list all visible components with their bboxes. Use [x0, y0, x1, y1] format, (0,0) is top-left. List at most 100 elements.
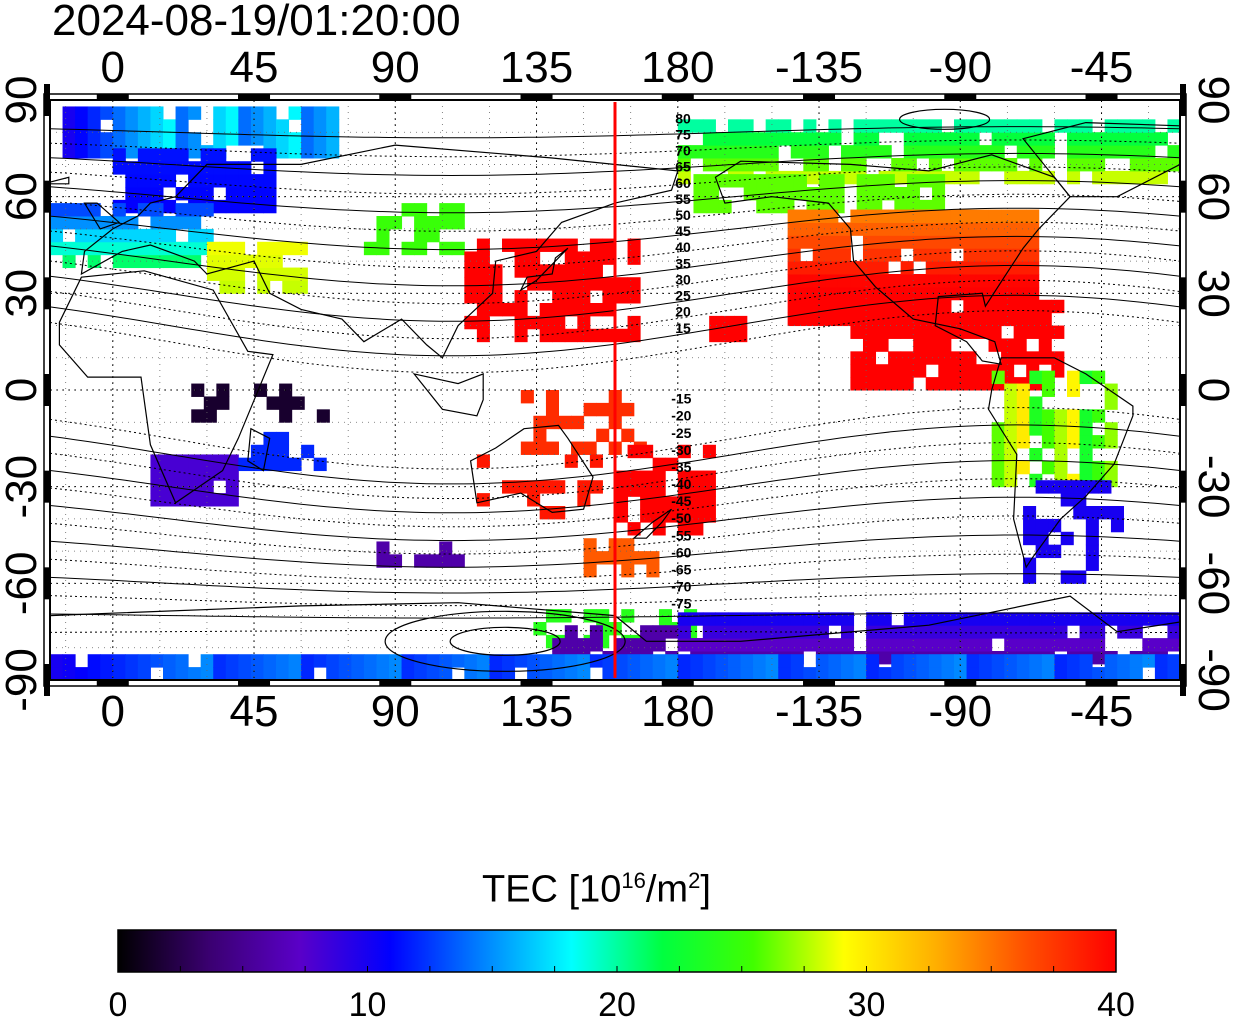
- tec-cell: [768, 199, 782, 214]
- tec-cell: [621, 402, 635, 417]
- tec-cell: [963, 248, 977, 262]
- tec-cell: [250, 654, 264, 668]
- tec-cell: [721, 328, 735, 343]
- y-tick-left: [44, 567, 50, 600]
- tec-cell: [793, 174, 807, 188]
- tec-cell: [112, 119, 126, 133]
- tec-cell: [841, 145, 855, 159]
- tec-cell: [489, 654, 503, 668]
- tec-cell: [1154, 158, 1168, 172]
- tec-cell: [552, 667, 566, 680]
- x-tick-top: [379, 94, 412, 100]
- tec-cell: [577, 667, 591, 680]
- tec-cell: [225, 132, 239, 146]
- tec-cell: [819, 174, 833, 188]
- tec-cell: [878, 612, 892, 626]
- tec-cell: [743, 187, 757, 201]
- tec-cell: [928, 667, 942, 680]
- tec-cell: [862, 222, 877, 236]
- tec-cell: [250, 148, 264, 162]
- contour-label: 40: [675, 239, 691, 255]
- tec-cell: [828, 654, 842, 668]
- tec-cell: [715, 132, 729, 146]
- tec-cell: [269, 267, 283, 281]
- tec-cell: [988, 209, 1002, 223]
- tec-cell: [150, 174, 164, 188]
- tec-cell: [765, 158, 779, 172]
- tec-cell: [137, 667, 151, 680]
- tec-cell: [269, 241, 283, 256]
- tec-cell: [577, 654, 591, 668]
- tec-cell: [514, 264, 528, 278]
- tec-cell: [988, 261, 1002, 275]
- tec-cell: [376, 654, 390, 668]
- tec-cell: [963, 312, 977, 327]
- tec-cell: [819, 187, 833, 201]
- tec-cell: [62, 145, 76, 159]
- tec-cell: [888, 209, 902, 223]
- colorbar-title-exp1: 16: [621, 868, 646, 893]
- tec-cell: [690, 119, 704, 133]
- colorbar-tick-label: 0: [108, 986, 128, 1024]
- tec-cell: [615, 667, 629, 680]
- contour-label: -50: [671, 510, 691, 526]
- tec-cell: [702, 612, 716, 626]
- tec-cell: [1013, 222, 1027, 236]
- tec-cell: [203, 409, 217, 423]
- tec-cell: [715, 667, 729, 680]
- tec-cell: [257, 241, 271, 256]
- tec-cell: [825, 209, 839, 223]
- tec-cell: [850, 351, 864, 365]
- tec-cell: [1001, 312, 1015, 327]
- tec-cell: [950, 312, 964, 327]
- y-tick-left: [44, 664, 50, 696]
- tec-cell: [677, 470, 691, 484]
- tec-cell: [200, 667, 214, 680]
- tec-cell: [188, 132, 202, 146]
- tec-cell: [414, 554, 428, 568]
- y-label-left: 90: [0, 76, 46, 125]
- tec-cell: [841, 638, 855, 652]
- tec-cell: [640, 483, 654, 497]
- tec-cell: [900, 364, 914, 378]
- tec-cell: [950, 222, 964, 236]
- tec-cell: [263, 119, 277, 133]
- tec-cell: [50, 216, 64, 230]
- tec-cell: [1079, 448, 1093, 462]
- tec-cell: [925, 274, 939, 288]
- tec-cell: [50, 654, 64, 668]
- tec-cell: [913, 312, 927, 327]
- tec-cell: [163, 132, 177, 146]
- tec-cell: [376, 541, 390, 555]
- tec-cell: [640, 638, 654, 652]
- tec-cell: [938, 364, 952, 378]
- tec-cell: [1104, 612, 1118, 626]
- tec-cell: [200, 654, 214, 668]
- tec-cell: [602, 328, 616, 343]
- x-tick-top: [944, 94, 977, 100]
- tec-cell: [502, 667, 516, 680]
- tec-cell: [825, 222, 839, 236]
- tec-cell: [633, 551, 647, 565]
- tec-cell: [238, 161, 252, 175]
- tec-cell: [219, 267, 233, 281]
- tec-cell: [812, 261, 826, 275]
- tec-cell: [62, 654, 76, 668]
- tec-cell: [1004, 119, 1018, 133]
- tec-cell: [175, 454, 189, 468]
- tec-cell: [238, 187, 252, 201]
- tec-cell: [1085, 544, 1099, 559]
- tec-cell: [1029, 638, 1043, 652]
- x-tick-top: [1085, 94, 1118, 100]
- tec-cell: [932, 174, 946, 188]
- tec-cell: [1060, 531, 1074, 546]
- tec-cell: [837, 286, 851, 301]
- tec-cell: [225, 199, 239, 214]
- tec-cell: [112, 132, 126, 146]
- tec-cell: [539, 480, 553, 494]
- tec-cell: [740, 654, 754, 668]
- tec-cell: [439, 654, 453, 668]
- tec-cell: [213, 132, 227, 146]
- tec-cell: [941, 145, 955, 159]
- tec-cell: [326, 106, 340, 120]
